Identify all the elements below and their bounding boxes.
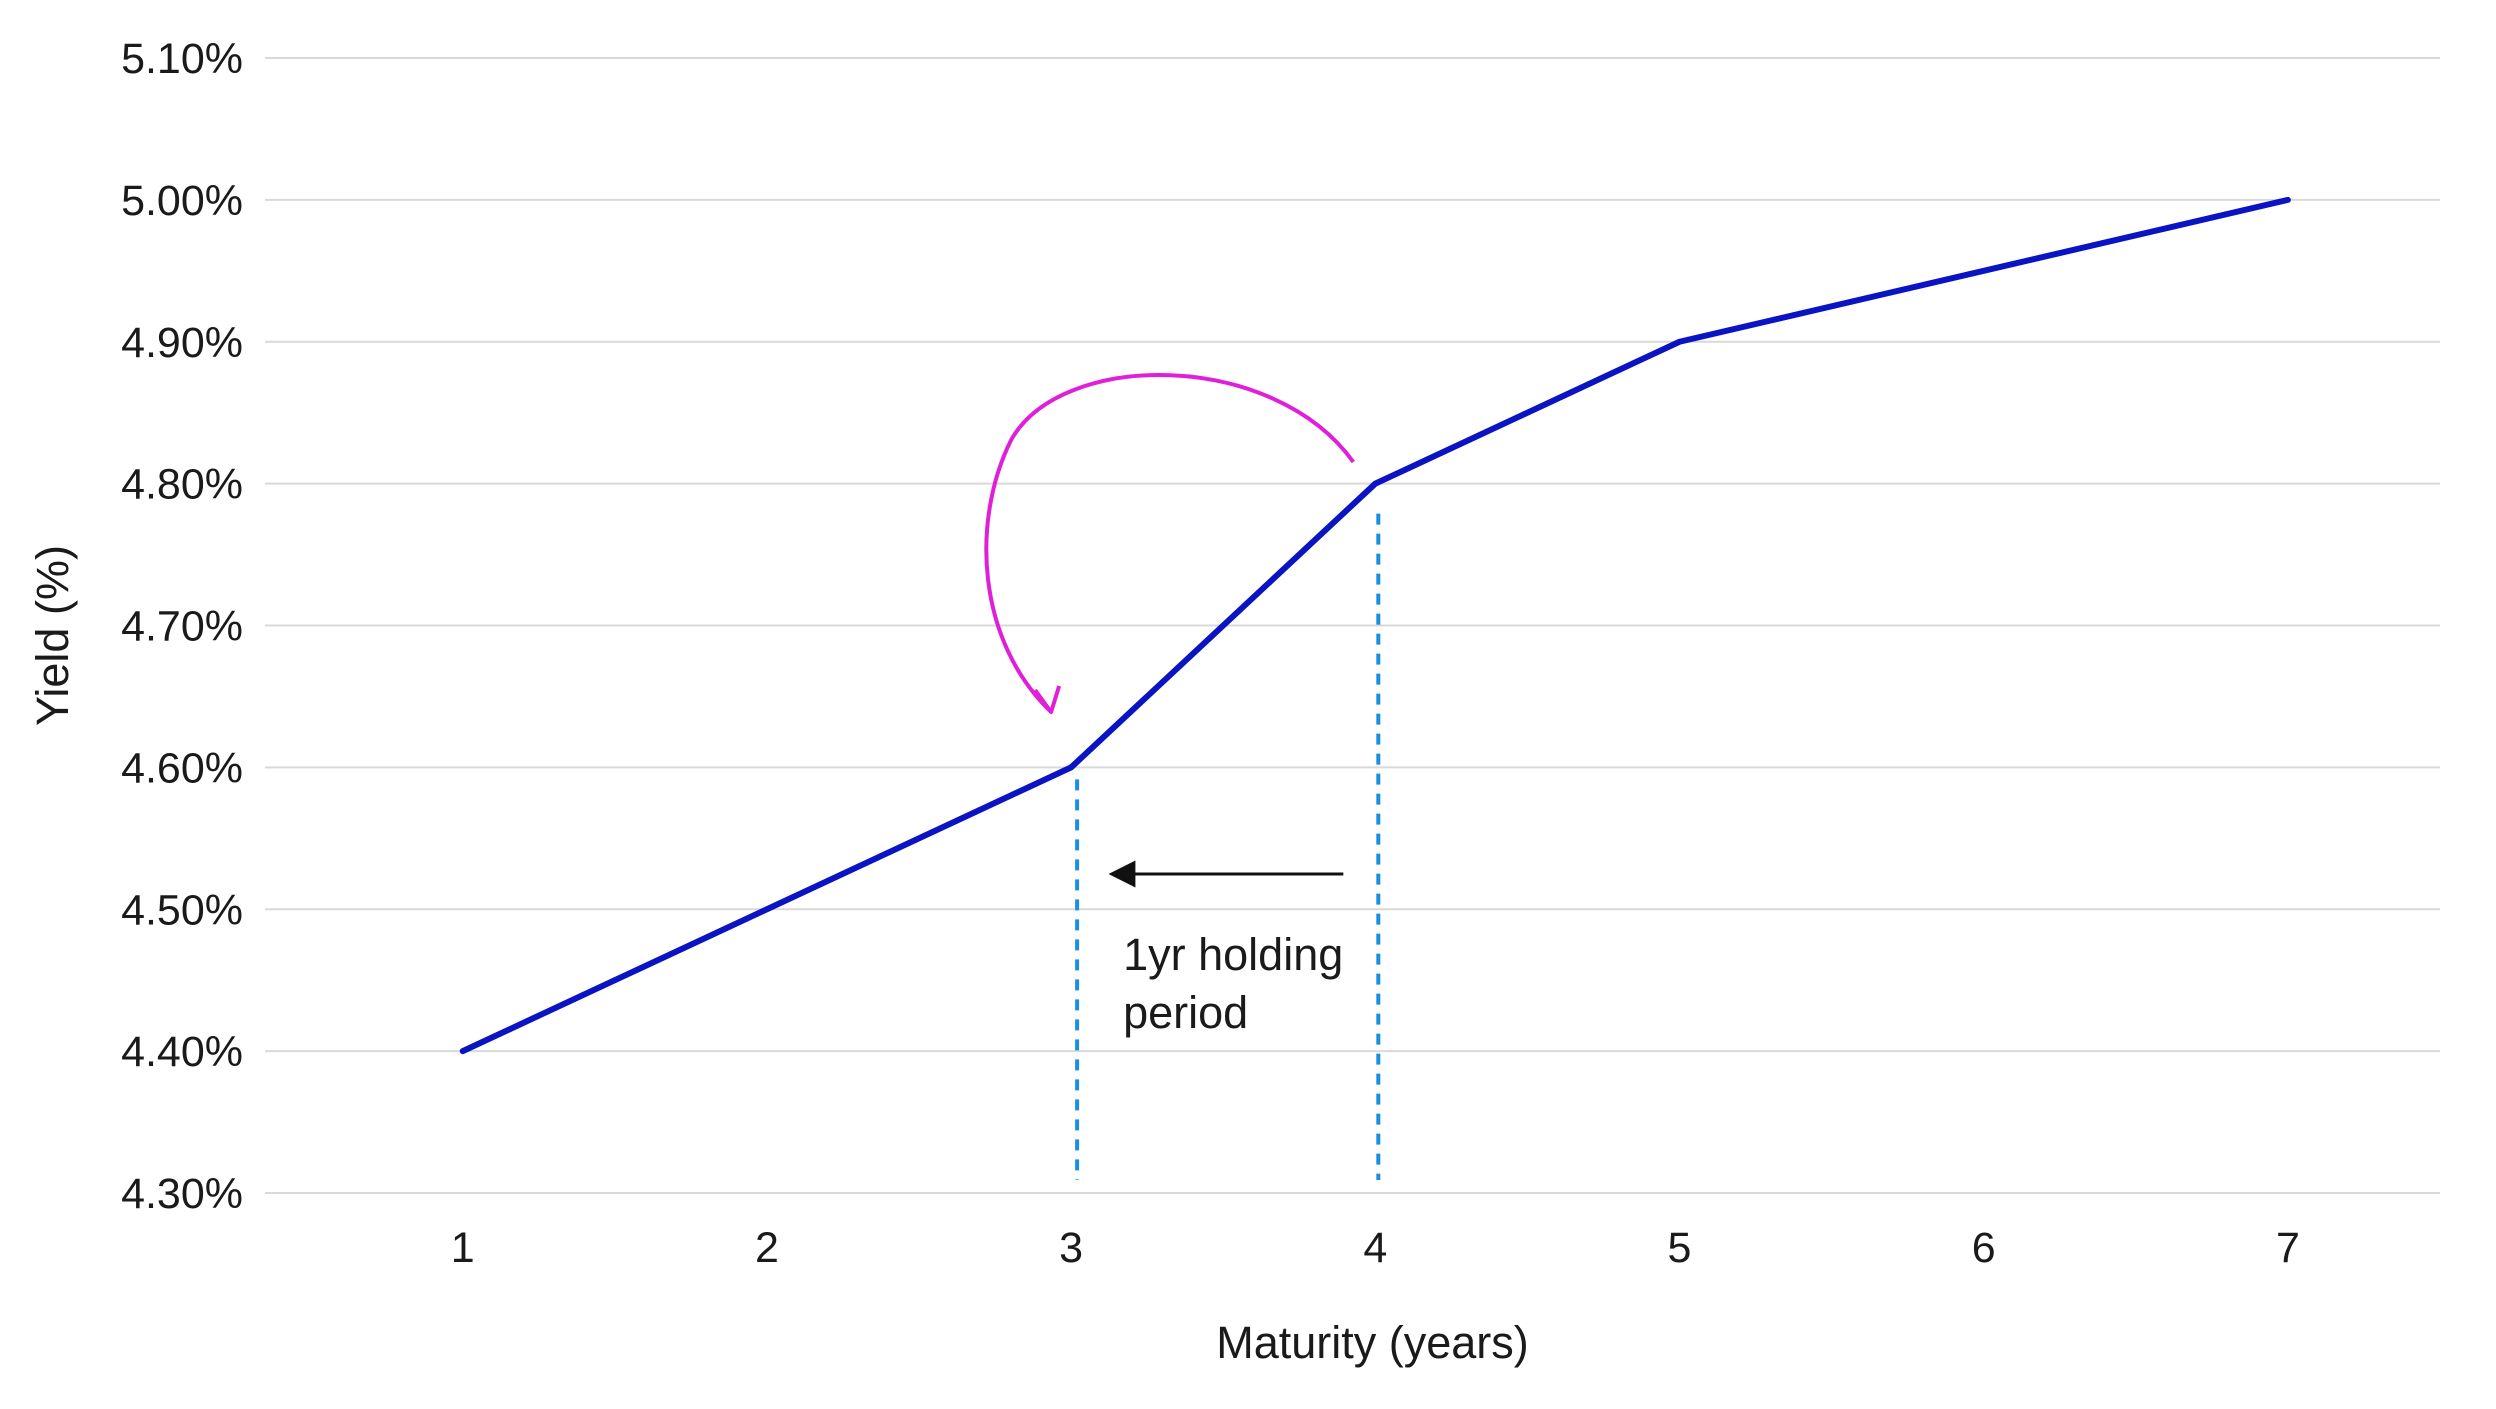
y-axis-title: Yield (%) <box>27 545 78 726</box>
annotation-layer <box>984 373 1381 1180</box>
y-tick-label: 4.30% <box>121 1170 243 1218</box>
y-tick-label: 4.70% <box>121 603 243 651</box>
roll-down-arrow <box>984 373 1355 714</box>
x-tick-label: 2 <box>755 1224 779 1272</box>
series-layer <box>459 196 2291 1055</box>
x-axis: 1 2 3 4 5 6 7 <box>451 1224 2300 1272</box>
y-tick-label: 5.10% <box>121 35 243 83</box>
y-tick-label: 4.60% <box>121 744 243 792</box>
x-tick-label: 4 <box>1363 1224 1387 1272</box>
grid-layer <box>265 57 2440 1194</box>
holding-period-label-line1: 1yr holding <box>1123 929 1343 980</box>
holding-period-label-line2: period <box>1123 987 1248 1038</box>
y-tick-label: 4.50% <box>121 886 243 934</box>
roll-down-arrow-head <box>1033 685 1062 714</box>
y-axis: 4.30% 4.40% 4.50% 4.60% 4.70% 4.80% 4.90% 5.00%… <box>121 35 243 1218</box>
yield-curve-line <box>459 196 2291 1055</box>
y-tick-label: 4.40% <box>121 1028 243 1076</box>
x-tick-label: 3 <box>1059 1224 1083 1272</box>
x-tick-label: 7 <box>2276 1224 2300 1272</box>
x-tick-label: 5 <box>1668 1224 1692 1272</box>
y-tick-label: 4.90% <box>121 319 243 367</box>
y-tick-label: 5.00% <box>121 177 243 225</box>
y-tick-label: 4.80% <box>121 461 243 509</box>
x-axis-title: Maturity (years) <box>1216 1317 1529 1368</box>
x-tick-label: 6 <box>1972 1224 1996 1272</box>
x-tick-label: 1 <box>451 1224 475 1272</box>
axis-titles: Maturity (years) Yield (%) <box>27 545 1529 1368</box>
holding-period-label: 1yr holding period <box>1123 929 1343 1038</box>
